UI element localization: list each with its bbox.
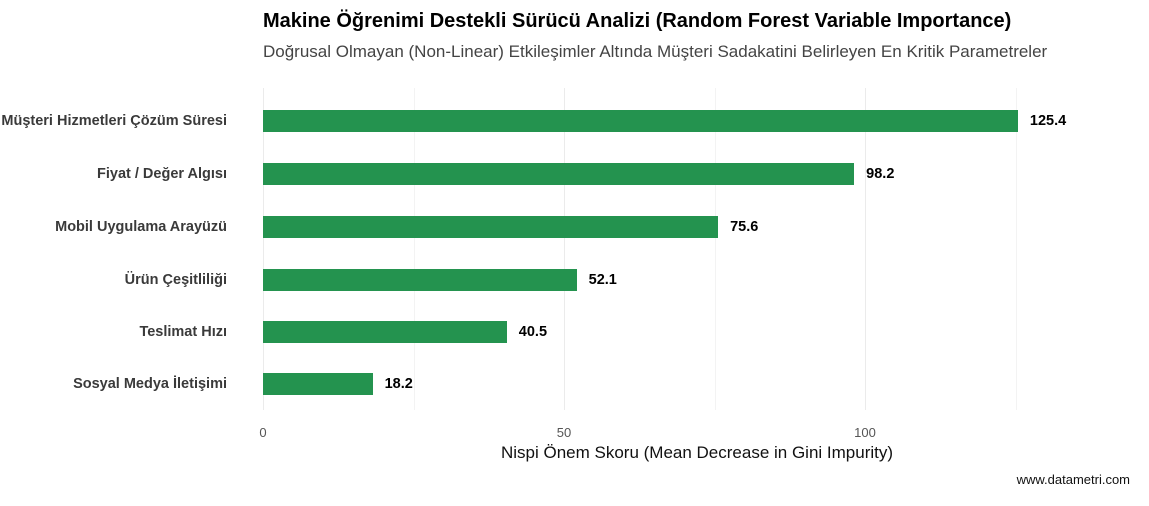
bar: [263, 321, 507, 343]
value-label: 98.2: [866, 166, 895, 182]
category-label: Teslimat Hızı: [139, 324, 227, 340]
category-label: Mobil Uygulama Arayüzü: [55, 219, 227, 235]
value-label: 75.6: [730, 219, 759, 235]
x-axis-label: Nispi Önem Skoru (Mean Decrease in Gini …: [500, 443, 894, 462]
category-label: Müşteri Hizmetleri Çözüm Süresi: [1, 113, 227, 129]
bar: [263, 216, 719, 238]
category-label: Sosyal Medya İletişimi: [73, 376, 227, 392]
gridline-25: [413, 88, 415, 410]
x-tick-0: 0: [259, 425, 267, 440]
gridline-125: [1015, 88, 1017, 410]
category-label: Ürün Çeşitliliği: [124, 272, 227, 288]
caption: www.datametri.com: [1016, 472, 1130, 487]
value-label: 125.4: [1029, 113, 1067, 129]
value-label: 40.5: [518, 324, 548, 340]
gridline-100: [865, 88, 866, 410]
bar: [263, 163, 855, 185]
chart-title: Makine Öğrenimi Destekli Sürücü Analizi …: [263, 10, 1012, 32]
category-label: Fiyat / Değer Algısı: [97, 166, 227, 182]
chart-subtitle: Doğrusal Olmayan (Non-Linear) Etkileşiml…: [263, 42, 1048, 61]
gridline-50: [564, 88, 565, 410]
bar: [263, 110, 1018, 132]
x-tick-50: 50: [556, 425, 572, 440]
plot-area: [263, 88, 1127, 410]
value-label: 52.1: [588, 272, 617, 288]
value-label: 18.2: [384, 376, 413, 392]
gridline-0: [263, 88, 264, 410]
gridline-75: [714, 88, 716, 410]
bar: [263, 269, 577, 291]
bar: [263, 373, 373, 395]
x-tick-100: 100: [854, 425, 876, 440]
